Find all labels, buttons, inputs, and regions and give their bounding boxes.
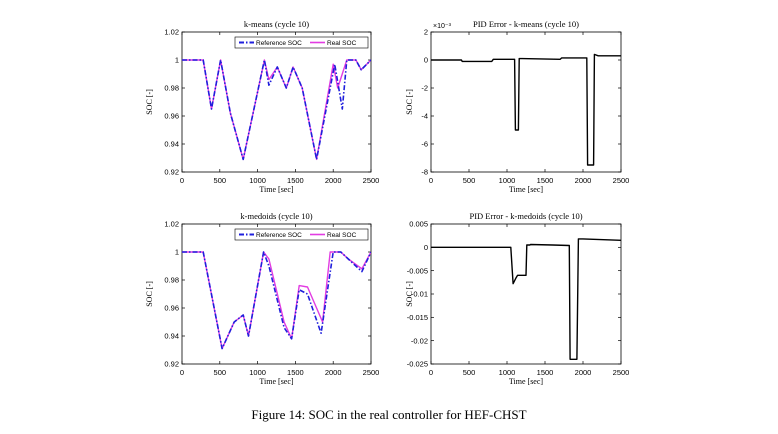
x-axis-label: Time [sec] (259, 377, 293, 386)
x-tick-label: 2000 (575, 368, 592, 377)
y-tick-label: -0.015 (407, 313, 428, 322)
chart-title: PID Error - k-medoids (cycle 10) (469, 211, 582, 221)
x-tick-label: 2500 (363, 368, 380, 377)
x-tick-label: 2000 (325, 368, 342, 377)
x-tick-label: 0 (180, 368, 184, 377)
y-tick-label: -8 (421, 168, 428, 177)
legend-reference-label: Reference SOC (256, 40, 302, 47)
x-tick-label: 2500 (613, 176, 630, 185)
axes-box (430, 223, 622, 365)
x-tick-label: 500 (463, 368, 476, 377)
y-tick-label: 1.02 (164, 220, 179, 229)
y-tick-label: 0 (424, 243, 428, 252)
x-tick-label: 2000 (575, 176, 592, 185)
y-tick-label: 0.94 (164, 140, 179, 149)
y-tick-label: -0.005 (407, 266, 428, 275)
legend: Reference SOC Real SOC (234, 36, 369, 49)
kmedoids-error-subplot: 0 500 1000 1500 2000 2500 -0.025 -0.02 -0.015 -0.… (405, 211, 629, 386)
y-tick-label: -0.02 (411, 336, 428, 345)
x-tick-label: 1500 (287, 368, 304, 377)
y-tick-label: 0.005 (409, 220, 428, 229)
legend-box (234, 228, 369, 241)
reference-soc-line (182, 251, 371, 350)
x-tick-label: 1000 (249, 176, 266, 185)
y-tick-label: 0.98 (164, 84, 179, 93)
legend: Reference SOC Real SOC (234, 228, 369, 241)
y-axis-label: SOC [-] (405, 89, 414, 115)
x-tick-label: 1500 (287, 176, 304, 185)
kmeans-error-subplot: 0 500 1000 1500 2000 2500 -8 -6 -4 -2 0 2 PID Error … (405, 19, 629, 194)
x-tick-label: 0 (180, 176, 184, 185)
chart-title: k-medoids (cycle 10) (240, 211, 312, 221)
x-tick-label: 2500 (363, 176, 380, 185)
x-tick-label: 500 (214, 176, 227, 185)
y-tick-label: 0 (424, 56, 428, 65)
y-tick-label: 0.92 (164, 168, 179, 177)
y-tick-label: -0.01 (411, 290, 428, 299)
x-tick-label: 2000 (325, 176, 342, 185)
y-tick-label: 0.98 (164, 276, 179, 285)
chart-title: PID Error - k-means (cycle 10) (473, 19, 579, 29)
y-tick-label: 0.94 (164, 332, 179, 341)
x-tick-label: 0 (429, 368, 433, 377)
kmeans-soc-subplot: 0 500 1000 1500 2000 2500 0.92 0.94 0.96 0.98 1 1.0… (145, 19, 379, 194)
y-axis-label: SOC [-] (405, 281, 414, 307)
axes-box (430, 31, 622, 173)
y-tick-label: 0.96 (164, 304, 179, 313)
y-tick-label: 1 (175, 248, 179, 257)
y-tick-label: -2 (421, 84, 428, 93)
legend-real-label: Real SOC (327, 40, 357, 47)
y-tick-label: 1.02 (164, 28, 179, 37)
y-tick-label: 0.92 (164, 360, 179, 369)
pid-error-line (431, 238, 621, 360)
legend-real-label: Real SOC (327, 232, 357, 239)
x-axis-label: Time [sec] (259, 185, 293, 194)
y-exponent-label: ×10⁻³ (433, 23, 452, 30)
y-tick-label: 1 (175, 56, 179, 65)
x-tick-label: 0 (429, 176, 433, 185)
x-tick-label: 1500 (537, 368, 554, 377)
axes-box (181, 223, 372, 365)
reference-soc-line (182, 59, 371, 161)
x-tick-label: 500 (214, 368, 227, 377)
y-tick-label: -6 (421, 140, 428, 149)
y-axis-label: SOC [-] (145, 89, 154, 115)
y-tick-label: 2 (424, 28, 428, 37)
x-tick-label: 1500 (537, 176, 554, 185)
x-axis-label: Time [sec] (509, 185, 543, 194)
chart-title: k-means (cycle 10) (244, 19, 309, 29)
figure-caption: Figure 14: SOC in the real controller fo… (251, 407, 527, 422)
x-tick-label: 500 (463, 176, 476, 185)
x-tick-label: 2500 (613, 368, 630, 377)
pid-error-line (431, 53, 621, 166)
legend-box (234, 36, 369, 49)
y-tick-label: 0.96 (164, 112, 179, 121)
x-tick-label: 1000 (499, 176, 516, 185)
legend-reference-label: Reference SOC (256, 232, 302, 239)
y-tick-label: -0.025 (407, 360, 428, 369)
y-axis-label: SOC [-] (145, 281, 154, 307)
kmedoids-soc-subplot: 0 500 1000 1500 2000 2500 0.92 0.94 0.96 0.98 1 1.0… (145, 211, 379, 386)
x-tick-label: 1000 (499, 368, 516, 377)
x-axis-label: Time [sec] (509, 377, 543, 386)
x-tick-label: 1000 (249, 368, 266, 377)
y-tick-label: -4 (421, 112, 428, 121)
